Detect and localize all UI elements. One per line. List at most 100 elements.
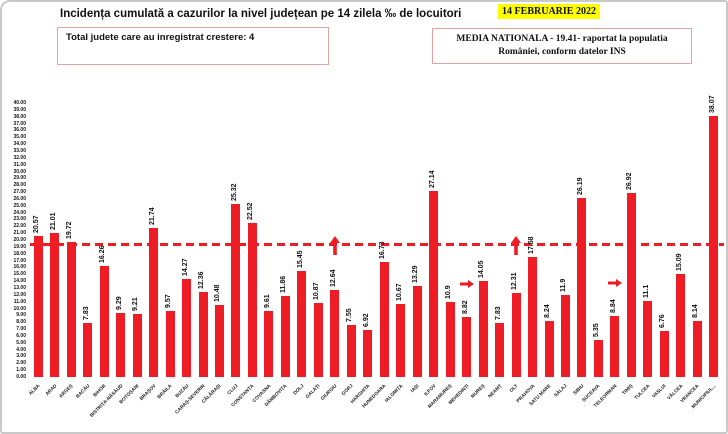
bar-value-label: 8.24	[544, 303, 551, 318]
bar-value-label: 16.26	[99, 245, 107, 263]
date-label: 14 FEBRUARIE 2022	[498, 4, 600, 19]
bar-value-label: 9.61	[263, 294, 271, 309]
ytick-label: 2.00	[16, 360, 26, 367]
bar-value-label: 14.05	[478, 260, 486, 278]
ytick-label: 26.00	[13, 195, 26, 202]
bar-value-label: 25.32	[230, 183, 238, 201]
ytick-label: 37.00	[13, 120, 26, 127]
ytick-label: 23.00	[13, 216, 26, 223]
county-bar	[363, 329, 373, 377]
bar-value-label: 9.29	[115, 296, 123, 311]
ytick-label: 15.00	[13, 271, 26, 278]
county-bar	[214, 305, 224, 377]
national-average-line	[30, 243, 724, 247]
bar-value-label: 17.58	[527, 236, 535, 254]
bar-value-label: 6.76	[659, 314, 667, 328]
ytick-label: 12.00	[13, 291, 26, 298]
ytick-label: 11.00	[13, 298, 26, 305]
bar-value-label: 15.09	[675, 253, 683, 271]
ytick-label: 4.00	[16, 346, 26, 353]
bar-value-label: 16.73	[379, 241, 387, 260]
bar-value-label: 10.48	[214, 284, 222, 303]
bar-value-label: 19.72	[66, 221, 74, 239]
bar-value-label: 21.01	[49, 212, 57, 231]
ytick-label: 0.00	[16, 374, 26, 380]
ytick-label: 16.00	[13, 264, 26, 271]
bar-value-label: 26.92	[626, 172, 634, 190]
county-bar	[379, 262, 389, 377]
ytick-label: 18.00	[13, 250, 26, 257]
bar-value-label: 21.74	[148, 207, 156, 226]
bar-value-label: 10.9	[445, 285, 453, 300]
county-bar	[396, 303, 406, 377]
ytick-label: 20.00	[13, 237, 26, 243]
bar-value-label: 12.36	[198, 271, 205, 290]
bar-value-label: 7.83	[494, 306, 502, 321]
bar-value-label: 26.19	[576, 177, 584, 195]
county-bar	[33, 236, 43, 377]
ytick-label: 8.00	[16, 319, 26, 326]
ytick-label: 33.00	[13, 147, 26, 154]
bar-value-label: 6.92	[362, 312, 370, 327]
ytick-label: 34.00	[13, 141, 26, 148]
county-bar	[495, 323, 505, 377]
county-bar	[593, 340, 603, 377]
county-bar	[313, 302, 323, 377]
county-bar	[231, 203, 241, 377]
bar-value-label: 8.14	[692, 304, 700, 319]
bar-value-label: 11.1	[642, 284, 650, 298]
ytick-label: 35.00	[13, 134, 26, 141]
bar-value-label: 38.07	[708, 95, 716, 114]
bar-value-label: 20.57	[33, 215, 41, 234]
county-bar	[709, 116, 719, 377]
ytick-label: 32.00	[13, 154, 26, 161]
ytick-label: 38.00	[13, 113, 26, 120]
ytick-label: 36.00	[13, 127, 26, 134]
ytick-label: 13.00	[13, 284, 26, 291]
growth-summary-text: Total judete care au inregistrat crester…	[66, 32, 255, 43]
national-average-line2: României, conform datelor INS	[498, 46, 626, 57]
ytick-label: 7.00	[16, 326, 26, 333]
ytick-label: 17.00	[13, 257, 26, 264]
county-bar	[50, 233, 60, 377]
county-bar	[165, 311, 175, 377]
county-bar	[99, 265, 109, 377]
county-bar	[264, 311, 274, 377]
growth-summary-box: Total judete care au inregistrat crester…	[57, 27, 329, 65]
county-bar	[659, 330, 669, 377]
bar-value-label: 12.31	[511, 272, 519, 290]
county-bar	[66, 241, 76, 377]
ytick-label: 14.00	[13, 278, 26, 285]
county-bar	[83, 323, 93, 377]
county-bar	[626, 192, 636, 377]
bar-value-label: 11.86	[280, 275, 288, 293]
ytick-label: 9.00	[16, 312, 26, 319]
bar-value-label: 9.57	[165, 294, 173, 309]
ytick-label: 22.00	[13, 223, 26, 230]
increase-arrow-icon	[329, 236, 340, 260]
county-bar	[511, 292, 521, 377]
bar-value-label: 22.52	[247, 202, 255, 220]
increase-arrow-icon	[511, 236, 522, 260]
county-bar	[198, 292, 208, 377]
national-average-line1: MEDIA NATIONALA - 19.41- raportat la pop…	[456, 34, 668, 44]
county-bar	[346, 325, 356, 377]
county-bar	[528, 256, 538, 377]
ytick-label: 3.00	[16, 353, 26, 360]
ytick-label: 10.00	[13, 305, 26, 312]
increase-arrow-icon	[459, 275, 474, 293]
bar-value-label: 27.14	[428, 170, 436, 189]
bar-value-label: 14.27	[181, 258, 189, 277]
ytick-label: 5.00	[16, 339, 26, 346]
county-bar	[412, 285, 422, 377]
county-bar	[297, 271, 307, 377]
ytick-label: 1.00	[16, 367, 26, 374]
county-bar	[692, 321, 702, 377]
ytick-label: 27.00	[13, 189, 26, 196]
bar-value-label: 11.9	[560, 279, 568, 293]
county-bar	[560, 295, 570, 377]
bar-value-label: 7.83	[82, 306, 90, 321]
ytick-label: 19.00	[13, 243, 26, 250]
county-bar	[330, 290, 340, 377]
